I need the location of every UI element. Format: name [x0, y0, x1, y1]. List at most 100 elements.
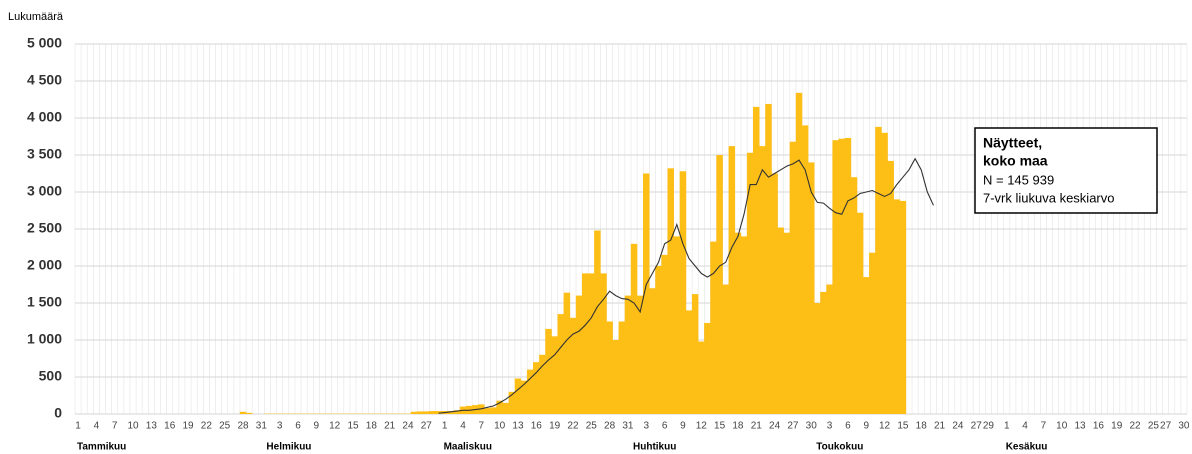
bar	[789, 141, 797, 414]
bar	[245, 412, 253, 414]
x-tick-label: 3	[277, 421, 283, 432]
x-tick-label: 7	[1041, 421, 1047, 432]
x-tick-label: 18	[732, 421, 744, 432]
x-tick-label: 24	[402, 421, 414, 432]
bar	[728, 146, 736, 414]
x-tick-label: 31	[256, 421, 268, 432]
bar	[844, 137, 852, 415]
bar	[575, 295, 583, 414]
x-tick-label: 21	[934, 421, 946, 432]
bar	[673, 236, 681, 414]
x-tick-label: 18	[366, 421, 378, 432]
x-tick-label: 16	[164, 421, 176, 432]
x-tick-label: 30	[806, 421, 818, 432]
y-axis-label: Lukumäärä	[8, 11, 64, 23]
bar	[881, 132, 888, 415]
bar	[636, 295, 644, 414]
bar	[600, 273, 607, 414]
x-tick-label: 4	[1022, 421, 1028, 432]
x-tick-label: 10	[127, 421, 139, 432]
x-tick-label: 15	[897, 421, 909, 432]
x-tick-label: 27	[421, 421, 433, 432]
x-tick-label: 21	[751, 421, 763, 432]
bar	[716, 155, 723, 414]
bar	[704, 322, 711, 414]
bar	[679, 171, 687, 414]
y-tick-label: 1 500	[27, 294, 62, 310]
bar	[606, 321, 613, 414]
bar	[655, 266, 662, 414]
month-label: Huhtikuu	[633, 442, 676, 453]
bar	[826, 284, 833, 414]
bar	[838, 138, 846, 414]
bar	[453, 410, 461, 414]
x-tick-label: 18	[916, 421, 928, 432]
bar	[423, 411, 430, 414]
y-tick-label: 500	[39, 368, 63, 384]
x-tick-label: 24	[769, 421, 781, 432]
x-tick-label: 28	[604, 421, 616, 432]
month-label: Kesäkuu	[1006, 442, 1048, 453]
x-tick-label: 9	[863, 421, 869, 432]
x-tick-label: 12	[696, 421, 708, 432]
y-tick-label: 3 000	[27, 183, 62, 199]
marks	[239, 92, 934, 415]
x-tick-label: 9	[680, 421, 686, 432]
bar	[759, 146, 766, 414]
x-tick-label: 10	[494, 421, 506, 432]
bar	[594, 230, 601, 414]
bar	[526, 369, 534, 414]
x-tick-label: 4	[94, 421, 100, 432]
bar	[740, 236, 748, 414]
y-tick-label: 4 500	[27, 72, 62, 88]
bar	[508, 391, 516, 414]
bar	[875, 126, 882, 414]
x-tick-label: 1	[442, 421, 448, 432]
x-tick-label: 12	[879, 421, 891, 432]
bar	[496, 400, 503, 414]
line	[438, 157, 934, 414]
x-tick-label: 21	[384, 421, 396, 432]
annotation-title: koko maa	[983, 153, 1048, 169]
bar	[856, 212, 864, 414]
bar	[869, 252, 876, 414]
bar	[746, 152, 754, 414]
month-label: Helmikuu	[266, 442, 311, 453]
bar	[520, 380, 528, 414]
y-tick-label: 2 500	[27, 220, 62, 236]
bar	[557, 314, 564, 414]
x-tick-label: 6	[662, 421, 668, 432]
bar	[416, 411, 424, 414]
x-tick-label: 15	[347, 421, 359, 432]
bar	[722, 284, 729, 414]
bar	[624, 295, 632, 414]
bar	[734, 232, 742, 414]
bar	[239, 411, 247, 414]
bar	[618, 321, 626, 414]
x-tick-label: 19	[549, 421, 561, 432]
x-tick-label: 31	[622, 421, 634, 432]
x-tick-label: 30	[1178, 421, 1190, 432]
bar	[643, 173, 650, 414]
bar	[484, 408, 491, 414]
annotation-box	[974, 127, 1158, 214]
bar	[710, 241, 717, 414]
bar	[502, 402, 510, 414]
x-tick-label: 13	[1075, 421, 1087, 432]
x-tick-label: 27	[1160, 421, 1172, 432]
bar	[685, 310, 693, 414]
x-tick-label: 15	[714, 421, 726, 432]
bar	[490, 407, 497, 414]
bar	[429, 411, 436, 414]
bar	[569, 317, 577, 414]
x-tick-label: 29	[983, 421, 995, 432]
x-tick-label: 4	[460, 421, 466, 432]
bar	[533, 362, 540, 414]
bar	[887, 160, 894, 414]
x-tick-label: 1	[75, 421, 81, 432]
bar	[630, 243, 638, 414]
bar	[777, 227, 784, 414]
y-tick-label: 2 000	[27, 257, 62, 273]
bar	[850, 177, 858, 414]
bar	[545, 328, 552, 414]
